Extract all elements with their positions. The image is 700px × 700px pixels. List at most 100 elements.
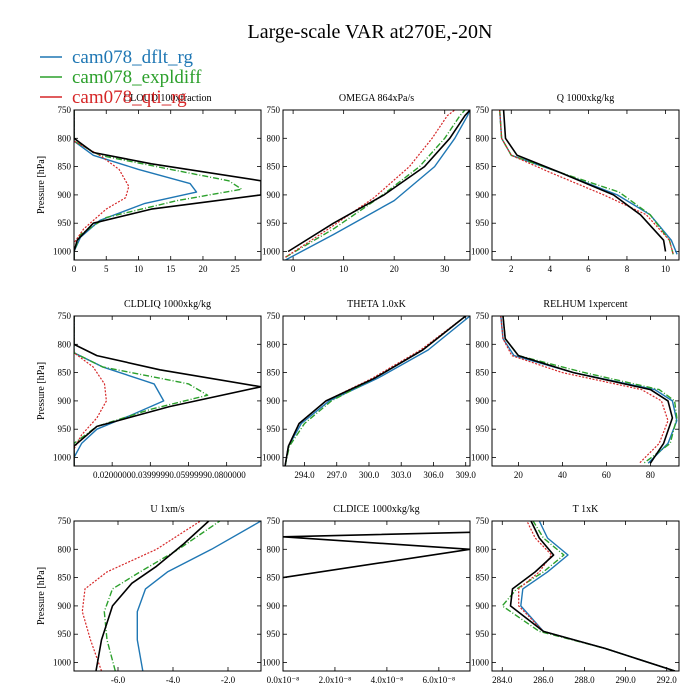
series-line-qti xyxy=(285,110,456,258)
y-tick-label: 850 xyxy=(476,573,490,583)
x-tick-label: 10 xyxy=(661,264,671,274)
y-tick-label: 1000 xyxy=(262,658,281,668)
x-tick-label: 0.0200000 xyxy=(93,470,132,480)
series-line-qti xyxy=(518,521,676,671)
x-tick-label: 0.0x10⁻⁸ xyxy=(267,675,300,685)
panel-title: THETA 1.0xK xyxy=(347,299,406,310)
series-line-qti xyxy=(499,110,674,255)
plot-frame xyxy=(282,520,471,672)
x-tick-label: 5 xyxy=(104,264,109,274)
plot-frame xyxy=(73,315,262,467)
x-tick-label: 294.0 xyxy=(294,470,315,480)
series-line-obs xyxy=(284,316,467,466)
series-group xyxy=(283,531,470,579)
x-tick-label: 10 xyxy=(339,264,349,274)
x-tick-label: 2.0x10⁻⁸ xyxy=(319,675,352,685)
y-tick-label: 850 xyxy=(476,368,490,378)
y-tick-label: 950 xyxy=(476,218,490,228)
plot-frame xyxy=(491,315,680,467)
y-tick-label: 900 xyxy=(58,396,72,406)
y-tick-label: 1000 xyxy=(471,453,490,463)
y-tick-label: 750 xyxy=(58,105,72,115)
y-tick-label: 1000 xyxy=(262,453,281,463)
panel-title: CLDLIQ 1000xkg/kg xyxy=(124,299,211,310)
series-line-dflt xyxy=(74,316,165,466)
panel-title: CLOUD 100xfraction xyxy=(123,93,211,104)
y-tick-label: 750 xyxy=(476,105,490,115)
y-tick-label: 850 xyxy=(267,573,281,583)
series-line-obs xyxy=(95,521,210,671)
panel-3: Q 1000xkg/kg 750 800 850 900 950 1000 2 4 6 8 10 xyxy=(471,93,680,274)
y-tick-label: 950 xyxy=(58,424,72,434)
x-tick-label: -4.0 xyxy=(166,675,181,685)
y-tick-label: 750 xyxy=(476,311,490,321)
x-tick-label: 0.0599999 xyxy=(169,470,208,480)
y-tick-label: 750 xyxy=(267,311,281,321)
plot-frame xyxy=(73,520,262,672)
x-tick-label: 40 xyxy=(558,470,568,480)
series-line-expl xyxy=(502,316,678,464)
y-tick-label: 900 xyxy=(267,396,281,406)
series-line-dflt xyxy=(74,110,198,260)
series-line-expl xyxy=(74,316,209,466)
x-tick-label: 2 xyxy=(509,264,514,274)
y-tick-label: 800 xyxy=(267,544,281,554)
series-line-obs xyxy=(74,110,261,260)
panel-6: RELHUM 1xpercent 750 800 850 900 950 1000 20 40 6… xyxy=(471,299,680,480)
y-tick-label: 750 xyxy=(267,105,281,115)
panel-5: THETA 1.0xK 750 800 850 900 950 1000 294.0 297.0… xyxy=(262,299,476,480)
y-tick-label: 750 xyxy=(267,516,281,526)
x-tick-label: 8 xyxy=(625,264,630,274)
x-tick-label: 0 xyxy=(72,264,77,274)
series-group xyxy=(81,521,261,671)
series-line-dflt xyxy=(285,110,470,260)
y-tick-label: 750 xyxy=(58,516,72,526)
series-group xyxy=(499,110,678,255)
series-line-qti xyxy=(74,110,130,260)
legend: cam078_dflt_rg cam078_expldiff cam078_qt… xyxy=(40,47,202,108)
y-tick-label: 950 xyxy=(58,218,72,228)
panel-title: T 1xK xyxy=(573,504,599,515)
x-tick-label: 286.0 xyxy=(533,675,554,685)
y-axis-label: Pressure [hPa] xyxy=(36,156,47,214)
legend-label-qti: cam078_qti_rg xyxy=(72,87,187,108)
y-tick-label: 1000 xyxy=(53,247,72,257)
y-axis-label: Pressure [hPa] xyxy=(36,567,47,625)
y-tick-label: 1000 xyxy=(471,247,490,257)
y-tick-label: 800 xyxy=(476,544,490,554)
y-tick-label: 900 xyxy=(58,601,72,611)
panel-title: U 1xm/s xyxy=(150,504,184,515)
series-line-expl xyxy=(285,110,466,258)
x-tick-label: 6.0x10⁻⁸ xyxy=(423,675,456,685)
y-tick-label: 950 xyxy=(267,629,281,639)
series-line-obs xyxy=(74,316,261,466)
x-tick-label: 288.0 xyxy=(574,675,595,685)
x-tick-label: 284.0 xyxy=(492,675,513,685)
x-tick-label: 292.0 xyxy=(657,675,678,685)
y-tick-label: 900 xyxy=(267,601,281,611)
series-group xyxy=(285,110,470,260)
y-tick-label: 750 xyxy=(58,311,72,321)
series-line-expl xyxy=(74,110,243,260)
panel-title: RELHUM 1xpercent xyxy=(543,299,627,310)
x-tick-label: 4.0x10⁻⁸ xyxy=(371,675,404,685)
series-line-obs xyxy=(509,521,676,671)
panel-2: OMEGA 864xPa/s 750 800 850 900 950 1000 0 10 20 30 xyxy=(262,93,471,274)
x-tick-label: 309.0 xyxy=(456,470,477,480)
x-tick-label: -2.0 xyxy=(221,675,236,685)
y-tick-label: 1000 xyxy=(471,658,490,668)
x-tick-label: 300.0 xyxy=(359,470,380,480)
panel-1: CLOUD 100xfraction Pressure [hPa] 750 800 85… xyxy=(36,93,262,274)
series-line-dflt xyxy=(136,521,261,671)
x-tick-label: 25 xyxy=(231,264,241,274)
x-tick-label: 20 xyxy=(390,264,400,274)
series-group xyxy=(74,110,261,260)
x-tick-label: 0 xyxy=(291,264,296,274)
series-line-obs xyxy=(502,316,674,464)
y-tick-label: 950 xyxy=(267,218,281,228)
x-tick-label: 80 xyxy=(646,470,656,480)
y-tick-label: 800 xyxy=(267,133,281,143)
y-tick-label: 1000 xyxy=(53,658,72,668)
y-tick-label: 800 xyxy=(58,544,72,554)
